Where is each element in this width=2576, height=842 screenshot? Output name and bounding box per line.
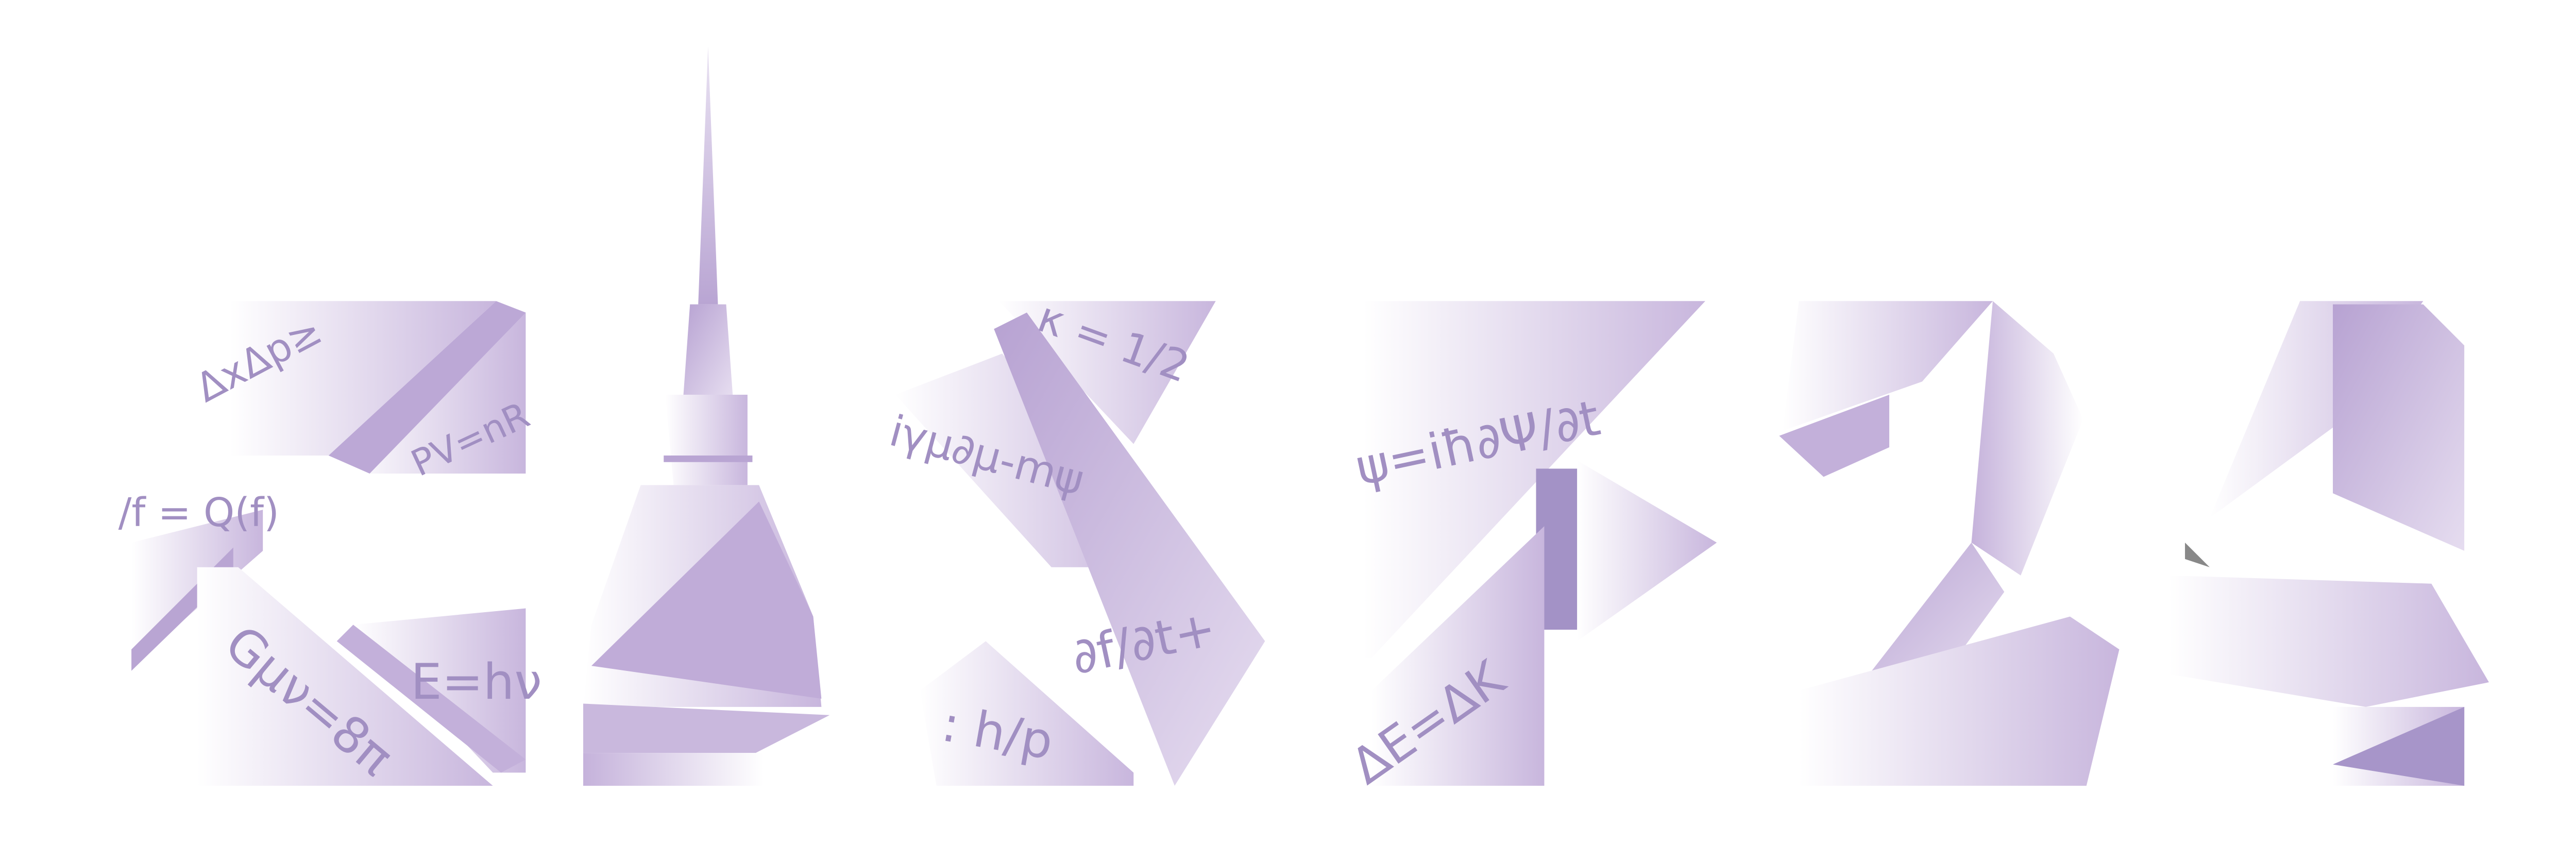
letter-f bbox=[1363, 301, 1717, 786]
letter-c bbox=[131, 301, 526, 786]
letter-a-tower bbox=[583, 46, 830, 786]
formula: E=hν bbox=[411, 653, 542, 711]
digit-2 bbox=[1779, 301, 2120, 786]
formula: /f = Q(f) bbox=[118, 490, 279, 536]
digit-4 bbox=[2168, 301, 2489, 786]
letter-s bbox=[895, 301, 1265, 786]
